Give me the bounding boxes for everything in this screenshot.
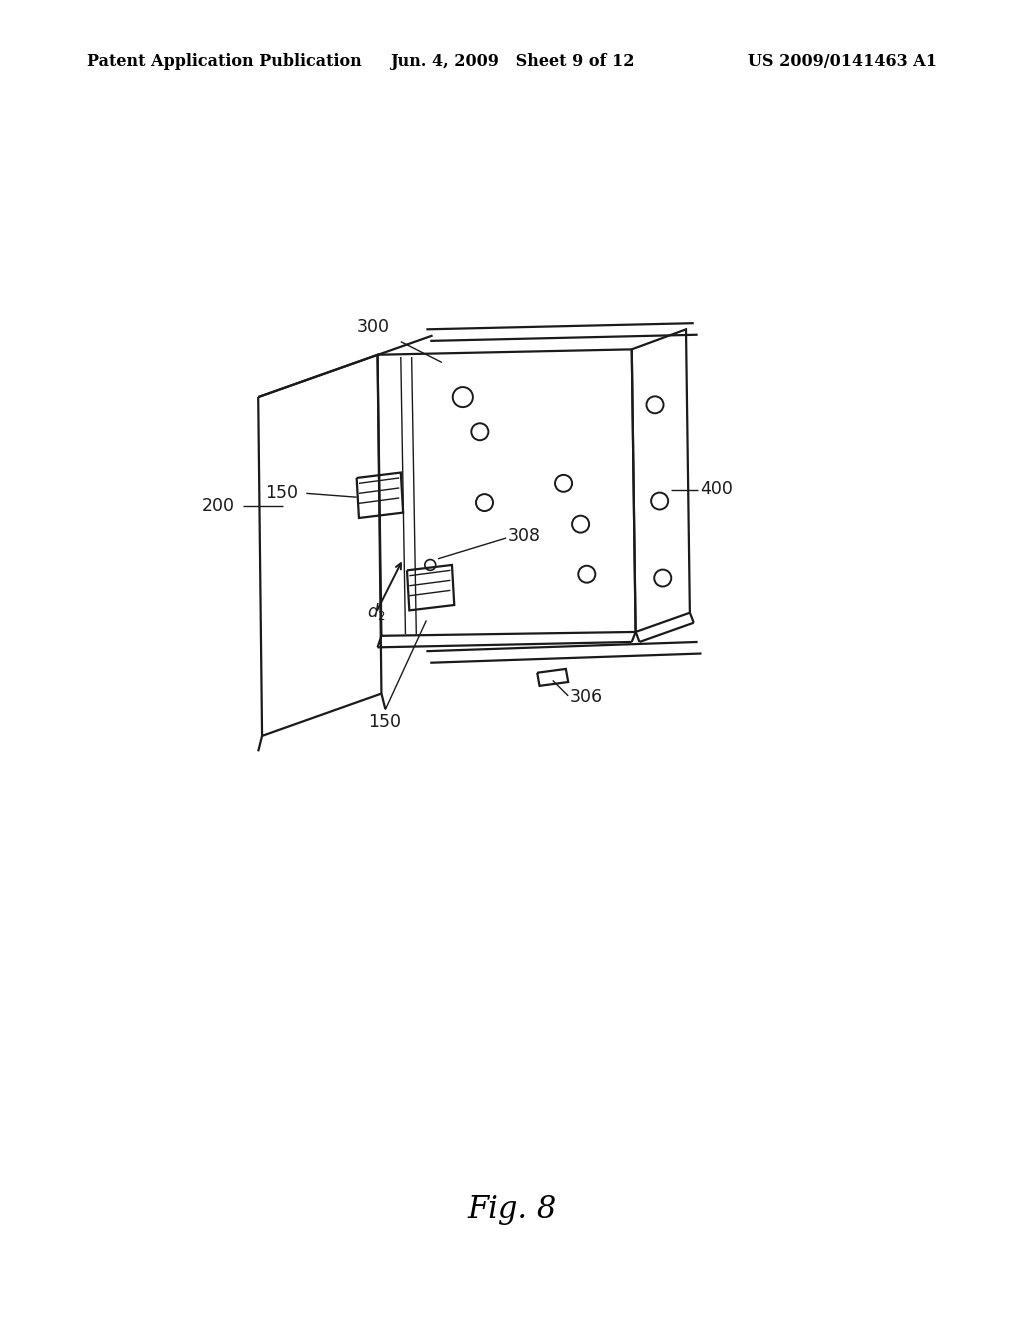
Text: 300: 300 [357, 318, 390, 335]
Text: $d_2$: $d_2$ [367, 601, 385, 622]
Text: Fig. 8: Fig. 8 [467, 1193, 557, 1225]
Text: 306: 306 [569, 689, 603, 706]
Text: 200: 200 [202, 498, 234, 515]
Text: US 2009/0141463 A1: US 2009/0141463 A1 [748, 53, 937, 70]
Text: 150: 150 [369, 713, 401, 731]
Text: Patent Application Publication: Patent Application Publication [87, 53, 361, 70]
Text: 400: 400 [700, 480, 733, 499]
Text: 308: 308 [508, 527, 541, 545]
Text: Jun. 4, 2009   Sheet 9 of 12: Jun. 4, 2009 Sheet 9 of 12 [390, 53, 634, 70]
Text: 150: 150 [265, 484, 299, 503]
